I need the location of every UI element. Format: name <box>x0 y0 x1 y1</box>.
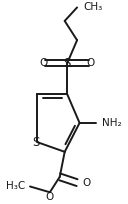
Text: S: S <box>63 57 71 70</box>
Text: NH₂: NH₂ <box>102 118 121 128</box>
Text: H₃C: H₃C <box>6 182 25 192</box>
Text: O: O <box>82 178 90 188</box>
Text: CH₃: CH₃ <box>83 2 103 12</box>
Text: O: O <box>46 192 54 202</box>
Text: O: O <box>40 58 48 68</box>
Text: O: O <box>87 58 95 68</box>
Text: S: S <box>33 136 40 149</box>
